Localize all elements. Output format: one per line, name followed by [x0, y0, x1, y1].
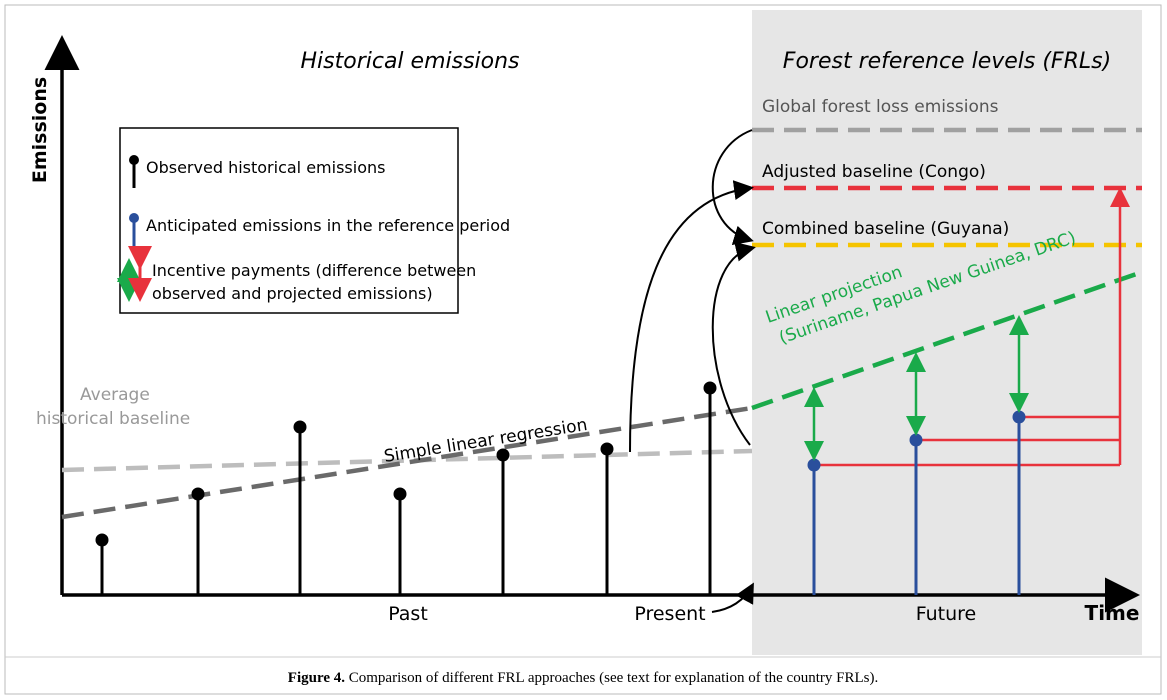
y-label: Emissions: [29, 77, 51, 183]
x-label: Time: [1085, 601, 1140, 625]
periods: Past Present Future: [388, 603, 976, 625]
average-label: Average historical baseline: [36, 385, 190, 429]
frl-panel: [752, 10, 1142, 655]
period: Future: [916, 603, 977, 625]
caption: Figure 4. Comparison of different FRL ap…: [288, 670, 878, 686]
baselines: [61, 127, 1143, 520]
legend: Observed historical emissions Anticipate…: [117, 127, 510, 314]
legend-item: Anticipated emissions in the reference p…: [146, 216, 510, 235]
period: Past: [388, 603, 428, 625]
frame: [4, 4, 1162, 695]
titles: Historical emissions Forest reference le…: [300, 49, 1111, 74]
anticipated-stems: [807, 410, 1026, 595]
legend-item: Incentive payments (difference between ob…: [152, 261, 476, 303]
axes: [44, 35, 1140, 613]
title-right: Forest reference levels (FRLs): [783, 49, 1111, 74]
combined-label: Combined baseline (Guyana): [762, 219, 1009, 239]
curved-arrows: [629, 129, 756, 453]
average-line: [61, 448, 753, 473]
red-lines: [814, 187, 1130, 467]
legend-item: Observed historical emissions: [146, 158, 385, 177]
global-label: Global forest loss emissions: [762, 97, 999, 117]
payment-arrows: [804, 315, 1029, 461]
period: Present: [634, 603, 705, 625]
regression-line: [61, 405, 753, 520]
present-arrow: [711, 582, 754, 613]
observed-stems: [95, 381, 717, 595]
linear-line: [751, 269, 1143, 411]
adjusted-label: Adjusted baseline (Congo): [762, 162, 986, 182]
title-left: Historical emissions: [300, 49, 519, 74]
